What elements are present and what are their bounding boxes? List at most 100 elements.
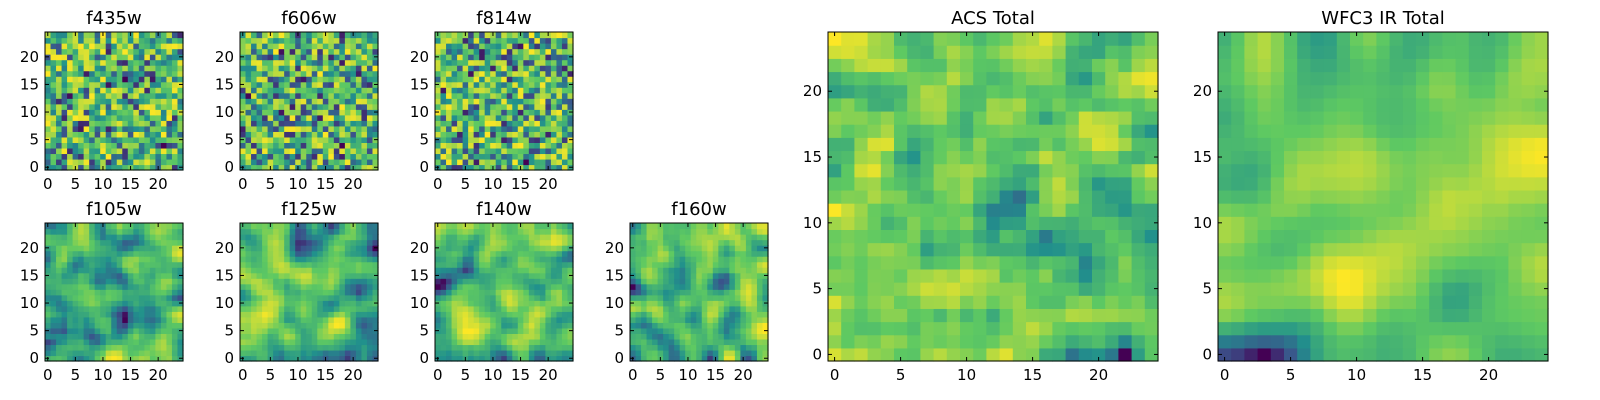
heatmap-cell — [127, 147, 134, 155]
heatmap-cell — [523, 283, 530, 290]
heatmap-cell — [133, 114, 140, 121]
x-tick-label: 10 — [483, 366, 502, 384]
heatmap-cell — [149, 103, 156, 110]
heatmap-cell — [144, 355, 151, 362]
heatmap-cell — [61, 131, 68, 138]
heatmap-cell — [160, 109, 168, 116]
heatmap-cell — [361, 131, 368, 138]
heatmap-cell — [361, 114, 368, 121]
heatmap-cell — [545, 300, 552, 307]
heatmap-cell — [122, 300, 129, 307]
heatmap-cell — [333, 333, 340, 340]
heatmap-cell — [322, 228, 329, 235]
heatmap-cell — [534, 43, 541, 50]
heatmap-cell — [854, 203, 869, 217]
heatmap-cell — [457, 300, 464, 307]
heatmap-cell — [468, 109, 475, 116]
heatmap-cell — [894, 295, 908, 309]
heatmap-cell — [333, 311, 340, 318]
heatmap-cell — [501, 338, 508, 346]
heatmap-cell — [144, 32, 151, 39]
heatmap-cell — [251, 92, 258, 99]
heatmap-cell — [646, 223, 653, 230]
heatmap-cell — [690, 283, 697, 290]
heatmap-cell — [446, 59, 453, 66]
heatmap-cell — [366, 48, 374, 55]
heatmap-cell — [311, 305, 318, 312]
heatmap-cell — [100, 316, 107, 323]
heatmap-cell — [127, 256, 134, 263]
heatmap-cell — [240, 228, 247, 235]
heatmap-cell — [171, 349, 179, 357]
heatmap-cell — [278, 338, 285, 346]
axes-frame — [239, 222, 379, 362]
heatmap-cell — [171, 289, 179, 296]
heatmap-cell — [556, 54, 563, 61]
heatmap-cell — [674, 305, 681, 312]
heatmap-cell — [841, 321, 855, 336]
heatmap-cell — [127, 98, 134, 105]
heatmap-cell — [561, 338, 569, 346]
heatmap-cell — [111, 125, 118, 132]
heatmap-cell — [328, 48, 335, 55]
heatmap-cell — [311, 223, 318, 230]
heatmap-cell — [61, 87, 68, 94]
heatmap-cell — [94, 48, 101, 55]
heatmap-cell — [273, 278, 280, 285]
heatmap-cell — [116, 153, 123, 160]
heatmap-cell — [473, 70, 480, 77]
heatmap-cell — [116, 54, 123, 61]
heatmap-cell — [707, 311, 714, 318]
heatmap-cell — [1105, 255, 1119, 270]
heatmap-cell — [457, 70, 464, 77]
heatmap-cell — [111, 147, 118, 155]
heatmap-cell — [372, 120, 379, 127]
heatmap-cell — [306, 43, 313, 50]
heatmap-cell — [300, 305, 307, 312]
heatmap-cell — [333, 164, 340, 171]
heatmap-cell — [490, 256, 497, 263]
heatmap-cell — [523, 164, 530, 171]
heatmap-cell — [641, 228, 648, 235]
heatmap-cell — [89, 272, 96, 279]
heatmap-cell — [155, 250, 162, 257]
heatmap-cell — [506, 81, 513, 88]
heatmap-cell — [50, 283, 57, 290]
heatmap-cell — [72, 87, 79, 94]
heatmap-cell — [479, 92, 486, 99]
heatmap-cell — [317, 43, 324, 50]
heatmap-cell — [674, 322, 681, 329]
heatmap-cell — [67, 289, 74, 296]
heatmap-cell — [256, 76, 263, 83]
heatmap-cell — [512, 250, 519, 257]
heatmap-cell — [138, 65, 145, 72]
heatmap-cell — [355, 294, 363, 301]
heatmap-cell — [100, 158, 107, 166]
heatmap-cell — [105, 147, 112, 155]
heatmap-cell — [707, 283, 714, 290]
heatmap-cell — [111, 245, 118, 252]
heatmap-cell — [306, 120, 313, 127]
heatmap-cell — [311, 120, 318, 127]
heatmap-cell — [339, 153, 346, 160]
heatmap-cell — [523, 355, 530, 362]
heatmap-cell — [501, 98, 508, 105]
heatmap-cell — [567, 349, 574, 357]
heatmap-cell — [523, 322, 530, 329]
heatmap-cell — [111, 223, 118, 230]
heatmap-cell — [528, 54, 535, 61]
heatmap-cell — [67, 294, 74, 301]
heatmap-cell — [462, 87, 469, 94]
heatmap-cell — [100, 59, 107, 66]
heatmap-cell — [94, 256, 101, 263]
heatmap-cell — [641, 234, 648, 241]
heatmap-cell — [920, 229, 935, 244]
heatmap-cell — [457, 136, 464, 143]
heatmap-cell — [550, 92, 558, 99]
heatmap-cell — [83, 120, 90, 127]
heatmap-cell — [457, 338, 464, 346]
heatmap-cell — [78, 120, 85, 127]
heatmap-cell — [177, 305, 184, 312]
heatmap-cell — [1052, 255, 1067, 270]
heatmap-cell — [523, 136, 530, 143]
